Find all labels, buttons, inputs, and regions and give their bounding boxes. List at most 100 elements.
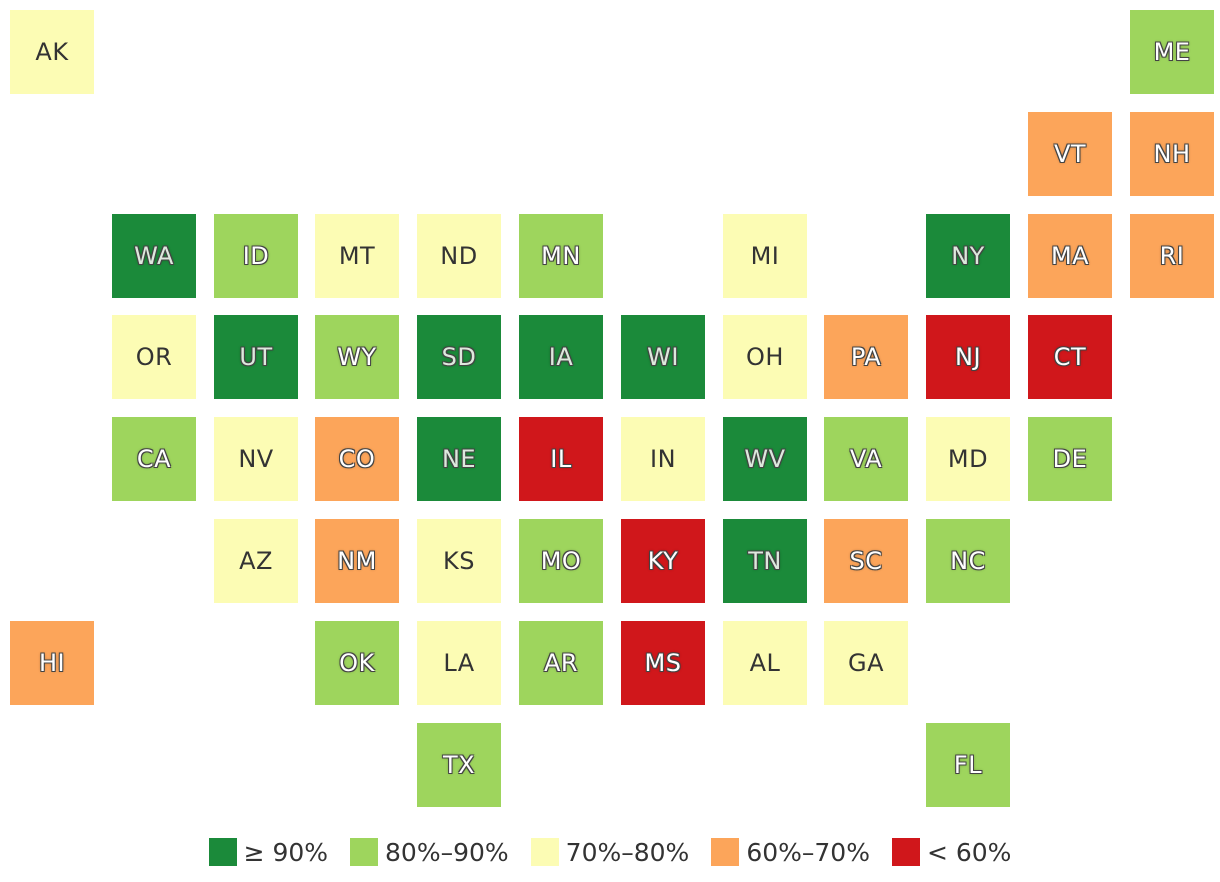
state-label: AZ (239, 547, 273, 575)
state-tile-nd: ND (417, 214, 501, 298)
state-tile-va: VA (824, 417, 908, 501)
state-label: ME (1153, 38, 1191, 66)
state-tile-al: AL (723, 621, 807, 705)
state-label: OK (339, 649, 375, 677)
state-label: OH (746, 343, 784, 371)
state-label: NJ (954, 343, 982, 371)
state-label: NH (1153, 140, 1191, 168)
state-tile-ca: CA (112, 417, 196, 501)
legend-swatch (530, 838, 559, 866)
state-label: WY (337, 343, 377, 371)
state-tile-az: AZ (214, 519, 298, 603)
state-tile-wv: WV (723, 417, 807, 501)
state-tile-ri: RI (1130, 214, 1214, 298)
state-tile-hi: HI (10, 621, 94, 705)
state-label: MT (338, 242, 376, 270)
legend-label: 70%–80% (565, 837, 690, 867)
legend-item-g90: ≥ 90% (208, 837, 329, 867)
state-label: AL (749, 649, 781, 677)
state-tile-or: OR (112, 315, 196, 399)
state-tile-ma: MA (1028, 214, 1112, 298)
state-tile-sc: SC (824, 519, 908, 603)
state-tile-ne: NE (417, 417, 501, 501)
legend-item-g60: 60%–70% (711, 838, 870, 867)
state-label: PA (850, 343, 882, 371)
state-tile-id: ID (214, 214, 298, 298)
legend-swatch (891, 838, 920, 866)
state-label: TN (748, 547, 782, 575)
state-label: NC (950, 547, 986, 575)
state-label: FL (953, 751, 983, 779)
legend-swatch (350, 838, 379, 866)
legend-label: 60%–70% (746, 837, 870, 867)
state-tile-ga: GA (824, 621, 908, 705)
legend-swatch (208, 838, 237, 866)
state-tile-oh: OH (723, 315, 807, 399)
state-tile-nc: NC (926, 519, 1010, 603)
state-label: MD (947, 445, 989, 473)
state-tile-me: ME (1130, 10, 1214, 94)
state-tile-co: CO (315, 417, 399, 501)
state-label: SD (441, 343, 477, 371)
legend-item-g80: 80%–90% (350, 838, 509, 867)
state-label: WA (134, 242, 174, 270)
state-label: WI (647, 343, 679, 371)
state-label: AK (35, 38, 69, 66)
state-label: AR (543, 649, 579, 677)
state-label: MS (644, 649, 682, 677)
state-label: SC (849, 547, 883, 575)
state-tile-ut: UT (214, 315, 298, 399)
state-label: IA (548, 343, 574, 371)
state-tile-nv: NV (214, 417, 298, 501)
state-tile-mi: MI (723, 214, 807, 298)
legend-item-lt60: < 60% (891, 837, 1012, 867)
state-label: NE (441, 445, 477, 473)
state-tile-mt: MT (315, 214, 399, 298)
state-tile-la: LA (417, 621, 501, 705)
state-tile-ct: CT (1028, 315, 1112, 399)
state-tile-ks: KS (417, 519, 501, 603)
state-label: NY (951, 242, 985, 270)
state-label: CA (136, 445, 172, 473)
state-label: CT (1053, 343, 1087, 371)
state-tile-tx: TX (417, 723, 501, 807)
state-tile-wi: WI (621, 315, 705, 399)
state-label: UT (239, 343, 273, 371)
tile-map: AK ME VT NH WA ID MT ND MN MI NY MA RI OR UT WY SD IA WI OH… (10, 10, 1214, 807)
state-label: LA (443, 649, 475, 677)
state-tile-tn: TN (723, 519, 807, 603)
legend-label: ≥ 90% (243, 837, 329, 867)
state-label: RI (1159, 242, 1185, 270)
state-label: ND (440, 242, 478, 270)
state-tile-md: MD (926, 417, 1010, 501)
state-label: MN (541, 242, 581, 270)
state-label: DE (1052, 445, 1088, 473)
legend-swatch (711, 838, 740, 866)
state-label: HI (38, 649, 66, 677)
state-label: WV (744, 445, 786, 473)
state-label: OR (135, 343, 173, 371)
state-label: GA (847, 649, 884, 677)
state-tile-sd: SD (417, 315, 501, 399)
state-tile-ny: NY (926, 214, 1010, 298)
state-label: VA (849, 445, 883, 473)
state-tile-ia: IA (519, 315, 603, 399)
legend: ≥ 90% 80%–90% 70%–80% 60%–70% < 60% (0, 834, 1220, 870)
state-tile-wy: WY (315, 315, 399, 399)
state-tile-il: IL (519, 417, 603, 501)
state-label: NV (238, 445, 274, 473)
state-tile-nh: NH (1130, 112, 1214, 196)
state-label: MI (750, 242, 780, 270)
legend-item-g70: 70%–80% (530, 837, 690, 867)
state-tile-mn: MN (519, 214, 603, 298)
state-tile-nj: NJ (926, 315, 1010, 399)
state-tile-mo: MO (519, 519, 603, 603)
legend-label: < 60% (926, 837, 1012, 867)
legend-label: 80%–90% (385, 837, 509, 867)
state-tile-ky: KY (621, 519, 705, 603)
state-label: KS (443, 547, 475, 575)
state-label: NM (337, 547, 377, 575)
state-tile-wa: WA (112, 214, 196, 298)
state-label: MO (540, 547, 582, 575)
state-tile-de: DE (1028, 417, 1112, 501)
